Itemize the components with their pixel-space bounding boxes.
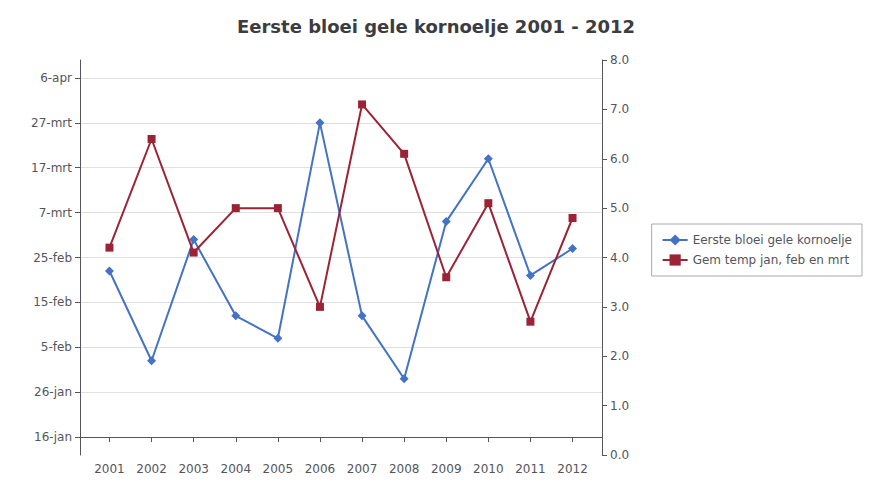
svg-text:2005: 2005 — [263, 462, 294, 476]
svg-text:2004: 2004 — [220, 462, 251, 476]
svg-text:2008: 2008 — [389, 462, 420, 476]
svg-text:2001: 2001 — [94, 462, 125, 476]
svg-text:27-mrt: 27-mrt — [31, 116, 72, 130]
svg-text:2011: 2011 — [515, 462, 546, 476]
svg-text:26-jan: 26-jan — [34, 385, 72, 399]
svg-text:5.0: 5.0 — [610, 201, 629, 215]
svg-text:6-apr: 6-apr — [40, 71, 72, 85]
svg-text:Eerste bloei gele kornoelje 20: Eerste bloei gele kornoelje 2001 - 2012 — [237, 16, 635, 37]
svg-text:17-mrt: 17-mrt — [31, 161, 72, 175]
svg-text:2.0: 2.0 — [610, 349, 629, 363]
svg-text:7-mrt: 7-mrt — [39, 206, 73, 220]
svg-text:2007: 2007 — [347, 462, 378, 476]
svg-text:3.0: 3.0 — [610, 300, 629, 314]
svg-text:0.0: 0.0 — [610, 448, 629, 462]
svg-text:1.0: 1.0 — [610, 399, 629, 413]
svg-text:15-feb: 15-feb — [33, 295, 72, 309]
svg-text:4.0: 4.0 — [610, 251, 629, 265]
svg-text:2006: 2006 — [305, 462, 336, 476]
svg-text:2003: 2003 — [178, 462, 209, 476]
svg-text:2012: 2012 — [557, 462, 588, 476]
svg-text:5-feb: 5-feb — [41, 340, 72, 354]
svg-text:Gem temp jan, feb en mrt: Gem temp jan, feb en mrt — [693, 253, 850, 267]
svg-text:2002: 2002 — [136, 462, 167, 476]
svg-text:8.0: 8.0 — [610, 53, 629, 67]
svg-text:6.0: 6.0 — [610, 152, 629, 166]
svg-text:16-jan: 16-jan — [34, 430, 72, 444]
svg-text:2010: 2010 — [473, 462, 504, 476]
svg-text:Eerste bloei gele kornoelje: Eerste bloei gele kornoelje — [693, 233, 852, 247]
svg-text:25-feb: 25-feb — [33, 251, 72, 265]
svg-text:7.0: 7.0 — [610, 102, 629, 116]
svg-text:2009: 2009 — [431, 462, 462, 476]
